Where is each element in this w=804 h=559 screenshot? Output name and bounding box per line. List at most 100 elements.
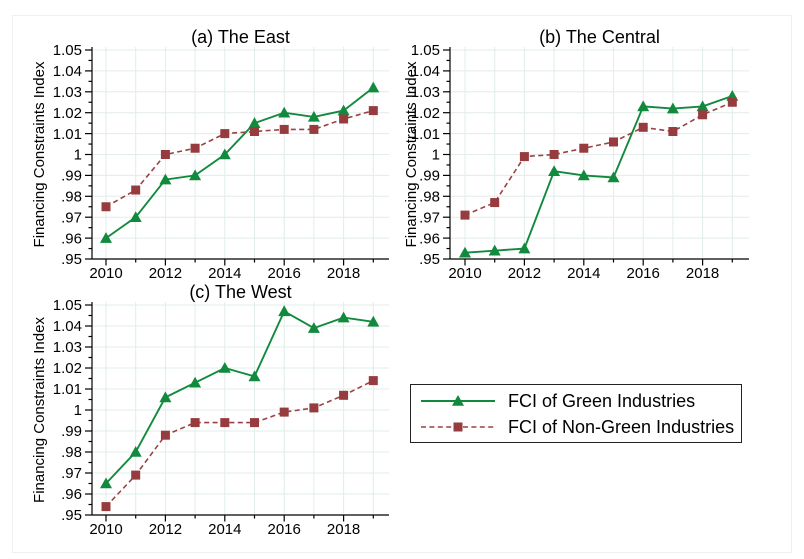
y-tick-label: .95 [419,251,440,268]
series-line [464,95,733,254]
y-tick-label: 1.05 [53,42,82,59]
triangle-marker [100,477,112,489]
y-tick-label: 1 [74,402,82,419]
square-marker [339,390,349,400]
y-tick-label: 1.03 [53,84,82,101]
x-tick-label: 2018 [327,265,360,280]
triangle-marker [459,246,471,258]
square-marker [339,114,349,124]
legend-entry-green: FCI of Green Industries [419,388,741,414]
triangle-marker [488,244,501,256]
series-line [105,86,374,239]
y-tick-label: .99 [61,168,82,185]
square-marker [131,185,141,195]
x-tick-label: 2014 [208,521,241,538]
triangle-marker [159,173,172,185]
y-tick-label: .97 [61,209,82,226]
square-marker [190,143,200,153]
y-tick-label: .99 [419,168,440,185]
chart-panel-central: 1.05 1.04 1.03 1.02 1.01 1 .99 .98 .97 .96 .95 2010… [402,0,804,282]
x-tick-label: 2010 [448,265,481,280]
axes [85,302,389,522]
triangle-marker [337,311,350,323]
legend-entry-nongreen: FCI of Non-Green Industries [419,414,741,440]
y-tick-label: 1.04 [53,318,82,335]
y-tick-label: 1 [74,147,82,164]
square-marker [101,202,111,212]
square-marker [250,127,259,137]
y-tick-label: .96 [419,230,440,247]
y-tick-label: .98 [61,189,82,206]
triangle-marker [518,242,531,254]
square-marker [160,150,170,159]
y-tick-label: .95 [61,251,82,268]
square-marker [727,97,737,107]
series-markers [100,305,380,489]
square-marker [220,129,230,139]
series-markers [101,106,378,212]
square-marker [519,152,529,162]
y-tick-label: 1.04 [53,63,82,80]
axis-text: 1.05 1.04 1.03 1.02 1.01 1 .99 .98 .97 .96 .95 2010… [31,282,360,538]
legend-label-nongreen: FCI of Non-Green Industries [508,416,735,437]
x-tick-label: 2016 [268,521,301,538]
y-tick-label: 1.01 [411,126,440,143]
y-tick-label: 1.04 [411,63,440,80]
square-marker [309,403,319,413]
triangle-marker [189,169,202,181]
x-tick-label: 2014 [208,265,241,280]
y-tick-label: 1.01 [53,126,82,143]
triangle-marker [452,394,464,406]
series-line [105,379,374,508]
square-marker [368,376,378,386]
series-markers [459,89,739,258]
panel-title: (c) The West [189,282,291,302]
square-marker [250,418,259,428]
x-tick-label: 2010 [89,521,122,538]
y-tick-label: 1.05 [411,42,440,59]
triangle-marker [607,171,620,183]
square-marker [579,143,589,153]
x-tick-label: 2012 [149,265,182,280]
green-solid-line-triangle-icon [419,390,497,412]
y-tick-label: 1.02 [53,360,82,377]
square-marker [609,137,618,147]
chart-svg: 1.05 1.04 1.03 1.02 1.01 1 .99 .98 .97 .96 .95 2010… [31,282,389,538]
triangle-marker [159,391,172,403]
y-tick-label: .99 [61,423,82,440]
y-tick-label: 1.03 [411,84,440,101]
triangle-marker [278,305,291,317]
y-tick-label: 1 [432,147,440,164]
y-tick-label: .95 [61,507,82,524]
gridlines [93,302,389,514]
axis-text: 1.05 1.04 1.03 1.02 1.01 1 .99 .98 .97 .96 .95 2010… [403,27,719,282]
square-marker [220,418,230,428]
triangle-marker [666,102,679,114]
y-tick-label: 1.02 [53,105,82,122]
gridlines [451,47,749,258]
x-tick-label: 2016 [627,265,660,280]
y-tick-label: .97 [61,465,82,482]
x-tick-label: 2010 [89,265,122,280]
y-tick-label: .96 [61,230,82,247]
y-axis-title: Financing Constraints Index [31,317,48,503]
y-tick-label: .98 [61,444,82,461]
triangle-marker [100,232,112,243]
triangle-marker [307,110,320,122]
y-axis-title: Financing Constraints Index [31,61,48,247]
square-marker [490,198,500,208]
legend-label-green: FCI of Green Industries [508,390,696,411]
y-tick-label: 1.02 [411,105,440,122]
series-markers [100,81,380,243]
triangle-marker [548,165,561,177]
square-marker [549,150,559,159]
triangle-marker [307,322,320,333]
square-marker [190,418,200,428]
triangle-marker [248,117,261,128]
triangle-marker [696,100,709,112]
triangle-marker [218,362,231,373]
triangle-marker [278,106,291,118]
axis-text: 1.05 1.04 1.03 1.02 1.01 1 .99 .98 .97 .96 .95 2010… [31,27,360,282]
x-tick-label: 2014 [567,265,600,280]
